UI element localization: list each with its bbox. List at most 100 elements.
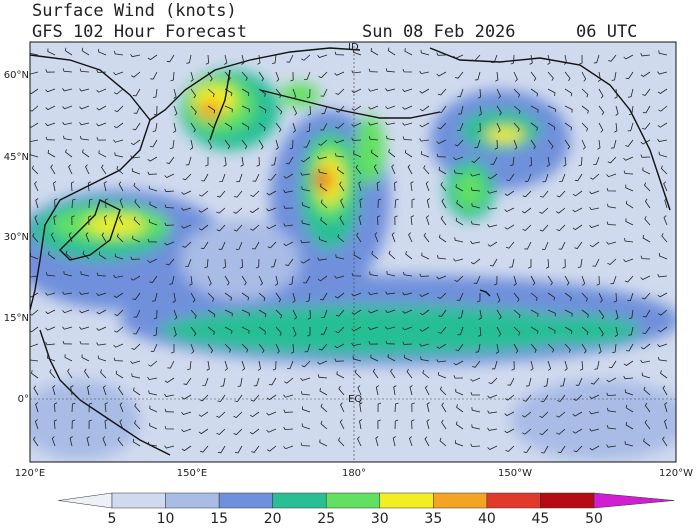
barb [45, 309, 56, 315]
barb [394, 215, 398, 226]
barb [45, 341, 56, 346]
barb [662, 385, 668, 396]
barb [623, 156, 634, 161]
barb [190, 88, 197, 99]
barb [68, 232, 73, 243]
barb [283, 426, 294, 431]
barb [131, 71, 141, 78]
barb [132, 122, 141, 131]
barb [100, 369, 107, 379]
barb [419, 105, 430, 112]
barb [376, 181, 380, 192]
barb [320, 420, 328, 430]
barb [119, 402, 124, 413]
barb [491, 54, 498, 63]
barb [371, 250, 379, 260]
barb [557, 394, 566, 402]
barb [539, 207, 549, 214]
barb [487, 173, 498, 180]
barb [306, 122, 311, 133]
barb [438, 166, 447, 175]
barb [216, 428, 226, 435]
barb [275, 292, 282, 303]
barb [205, 54, 210, 65]
barb [45, 105, 56, 111]
barb [164, 377, 175, 383]
barb [334, 71, 345, 76]
barb [62, 340, 73, 345]
colorbar: 5 10 15 20 25 30 35 40 45 50 [58, 492, 675, 527]
barb [657, 122, 668, 128]
lon-label: 120°E [15, 468, 45, 479]
barb [419, 122, 430, 128]
barb [173, 309, 178, 320]
barb [437, 255, 447, 260]
barb [598, 326, 604, 337]
barb [207, 292, 215, 302]
barb [513, 292, 520, 302]
barb [49, 369, 56, 379]
barb [224, 326, 233, 334]
barb [657, 292, 668, 298]
barb [557, 445, 566, 454]
barb [663, 215, 668, 226]
barb [64, 47, 73, 56]
barb [659, 253, 668, 260]
wind-blob [198, 100, 222, 120]
barb [283, 445, 294, 450]
barb [266, 411, 277, 416]
barb [96, 137, 107, 141]
barb [233, 224, 243, 232]
barb [522, 190, 532, 198]
barb [132, 292, 141, 300]
colorbar-label: 45 [532, 511, 550, 525]
barb [496, 309, 502, 320]
barb [624, 238, 634, 243]
barb [560, 377, 566, 387]
barb [556, 190, 566, 198]
lon-label: 120°W [659, 468, 693, 479]
barb [220, 377, 226, 387]
barb [402, 88, 413, 92]
barb [473, 275, 481, 284]
barb [224, 122, 233, 131]
barb [96, 309, 107, 315]
barb [335, 153, 345, 158]
barb [392, 436, 396, 447]
barb [436, 153, 447, 158]
barb [394, 419, 399, 430]
lat-label: 0° [18, 394, 29, 405]
barb [171, 344, 175, 354]
barb [375, 385, 380, 396]
barb [370, 149, 379, 158]
date: Sun 08 Feb 2026 [362, 22, 516, 42]
barb [224, 343, 232, 353]
barb [130, 53, 141, 58]
barb [292, 105, 298, 116]
barb [318, 71, 328, 79]
barb [524, 173, 532, 182]
barb [149, 275, 158, 283]
barb [287, 360, 294, 369]
barb [54, 402, 58, 413]
barb [440, 215, 447, 226]
barb [522, 428, 532, 435]
barb [456, 292, 464, 301]
barb [339, 419, 345, 430]
barb [335, 88, 345, 95]
barb [419, 138, 430, 142]
colorbar-label: 20 [264, 511, 282, 525]
barb [103, 181, 107, 192]
barb [357, 385, 362, 396]
barb [190, 122, 196, 133]
barb [572, 224, 583, 231]
barb [224, 105, 233, 113]
barb [388, 149, 396, 158]
barb [540, 394, 549, 403]
barb [96, 122, 107, 127]
barb [88, 198, 93, 209]
barb [471, 54, 481, 62]
barb [572, 411, 583, 417]
barb [627, 122, 634, 132]
barb [132, 438, 141, 447]
